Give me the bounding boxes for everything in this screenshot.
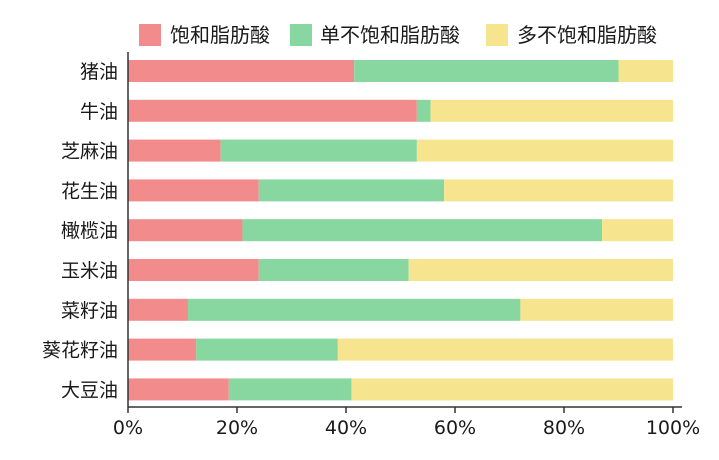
bar-segment-7-3 <box>520 298 673 321</box>
x-tick-label-2: 20% <box>216 417 258 439</box>
bar-segment-2-1 <box>128 99 417 122</box>
legend-label-1: 饱和脂肪酸 <box>170 23 270 47</box>
category-label-3: 芝麻油 <box>61 141 118 163</box>
category-label-5: 橄榄油 <box>61 220 118 242</box>
category-label-6: 玉米油 <box>61 260 118 282</box>
bar-segment-4-1 <box>128 179 259 202</box>
legend-swatch-1 <box>139 24 161 46</box>
category-label-9: 大豆油 <box>61 379 118 401</box>
bar-segment-7-2 <box>187 298 521 321</box>
bar-segment-7-1 <box>128 298 188 321</box>
category-label-8: 葵花籽油 <box>42 340 118 362</box>
bar-segment-4-2 <box>258 179 445 202</box>
legend-swatch-3 <box>486 24 508 46</box>
category-label-7: 菜籽油 <box>61 300 118 322</box>
legend-label-2: 单不饱和脂肪酸 <box>320 23 460 47</box>
bar-segment-1-3 <box>618 60 673 82</box>
bar-segment-9-2 <box>228 378 352 401</box>
bar-segment-9-3 <box>351 378 673 401</box>
bar-segment-2-3 <box>430 99 673 122</box>
bar-segment-2-2 <box>416 99 431 122</box>
x-tick-label-6: 100% <box>646 417 700 439</box>
bar-segment-5-1 <box>128 219 243 242</box>
category-label-2: 牛油 <box>80 101 118 123</box>
bar-segment-5-3 <box>602 219 673 242</box>
bar-segment-3-3 <box>416 139 673 162</box>
bar-segment-6-1 <box>128 259 259 281</box>
axes <box>127 52 682 408</box>
legend-label-3: 多不饱和脂肪酸 <box>517 23 657 47</box>
bar-segment-3-1 <box>128 139 221 162</box>
bars <box>128 60 673 401</box>
bar-segment-3-2 <box>220 139 417 162</box>
bar-segment-1-2 <box>354 60 619 82</box>
x-tick-label-5: 80% <box>543 417 585 439</box>
x-tick-label-4: 60% <box>434 417 476 439</box>
bar-segment-9-1 <box>128 378 229 401</box>
bar-segment-6-2 <box>258 259 409 281</box>
category-label-4: 花生油 <box>61 180 118 202</box>
bar-segment-5-2 <box>242 219 603 242</box>
x-tick-label-3: 40% <box>325 417 367 439</box>
legend: 饱和脂肪酸 单不饱和脂肪酸 多不饱和脂肪酸 <box>139 23 657 47</box>
bar-segment-4-3 <box>444 179 673 202</box>
x-tick-label-1: 0% <box>113 417 143 439</box>
legend-swatch-2 <box>290 24 312 46</box>
bar-segment-6-3 <box>408 259 673 281</box>
x-axis-ticks: 0% 20% 40% 60% 80% 100% <box>113 407 700 439</box>
bar-segment-8-3 <box>337 338 673 361</box>
bar-segment-8-1 <box>128 338 197 361</box>
bar-segment-1-1 <box>128 60 355 82</box>
category-label-1: 猪油 <box>80 61 118 83</box>
bar-segment-8-2 <box>196 338 338 361</box>
